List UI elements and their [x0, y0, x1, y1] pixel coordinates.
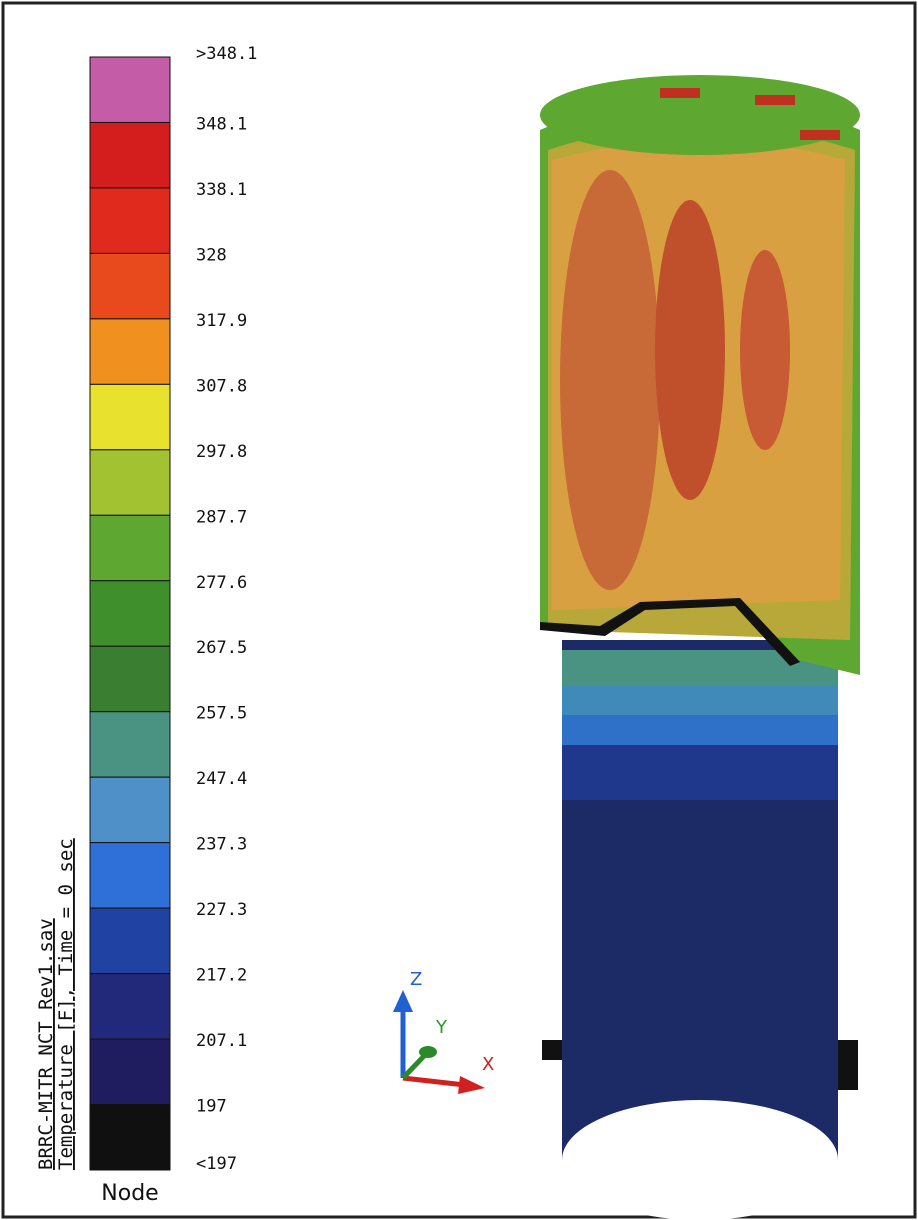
legend-label: 297.8 [196, 442, 247, 462]
top-face [540, 75, 860, 155]
legend-footer: Node [101, 1181, 158, 1206]
legend-swatch [90, 253, 170, 318]
legend-swatch [90, 319, 170, 384]
legend-label: 287.7 [196, 507, 247, 527]
legend-swatch [90, 646, 170, 711]
slot [800, 130, 840, 140]
legend-swatch [90, 515, 170, 580]
legend-label: 338.1 [196, 180, 247, 200]
legend-label: 328 [196, 245, 227, 265]
legend-swatch [90, 122, 170, 187]
legend-swatch [90, 450, 170, 515]
bottom-opening [562, 1100, 838, 1220]
legend-swatch [90, 1039, 170, 1104]
legend-swatch [90, 974, 170, 1039]
screenshot: >348.1 348.1 338.1 328 317.9 307.8 297.8 287.7 2… [0, 0, 918, 1220]
legend-swatch [90, 57, 170, 122]
band [562, 685, 838, 715]
legend-label: >348.1 [196, 44, 257, 64]
model [540, 75, 860, 1220]
legend-label: <197 [196, 1154, 237, 1174]
legend-label: 217.2 [196, 966, 247, 986]
legend-label: 197 [196, 1097, 227, 1117]
legend-swatch [90, 1105, 170, 1170]
x-label: X [482, 1054, 494, 1075]
legend-label: 227.3 [196, 900, 247, 920]
hot-zone [655, 200, 725, 500]
legend-swatch [90, 581, 170, 646]
legend-label: 237.3 [196, 835, 247, 855]
legend-swatch [90, 188, 170, 253]
hot-zone [740, 250, 790, 450]
legend-label: 247.4 [196, 769, 247, 789]
legend-label: 267.5 [196, 638, 247, 658]
band [562, 745, 838, 800]
z-label: Z [410, 969, 422, 990]
slot [755, 95, 795, 105]
title-line2: Temperature [F], Time = 0 sec [55, 838, 77, 1170]
legend-swatch [90, 843, 170, 908]
hot-zone [560, 170, 660, 590]
legend-swatch [90, 908, 170, 973]
title-line1: BRRC-MITR NCT Rev1.sav [35, 918, 57, 1170]
legend-label: 207.1 [196, 1031, 247, 1051]
legend-label: 348.1 [196, 114, 247, 134]
legend-label: 257.5 [196, 704, 247, 724]
legend-swatch [90, 712, 170, 777]
legend-label: 317.9 [196, 311, 247, 331]
y-label: Y [435, 1017, 448, 1038]
band [562, 715, 838, 745]
page: >348.1 348.1 338.1 328 317.9 307.8 297.8 287.7 2… [0, 0, 918, 1220]
slot [660, 88, 700, 98]
legend-label: 307.8 [196, 376, 247, 396]
y-head [419, 1046, 437, 1058]
legend-label: 277.6 [196, 573, 247, 593]
legend-swatch [90, 384, 170, 449]
legend-swatch [90, 777, 170, 842]
